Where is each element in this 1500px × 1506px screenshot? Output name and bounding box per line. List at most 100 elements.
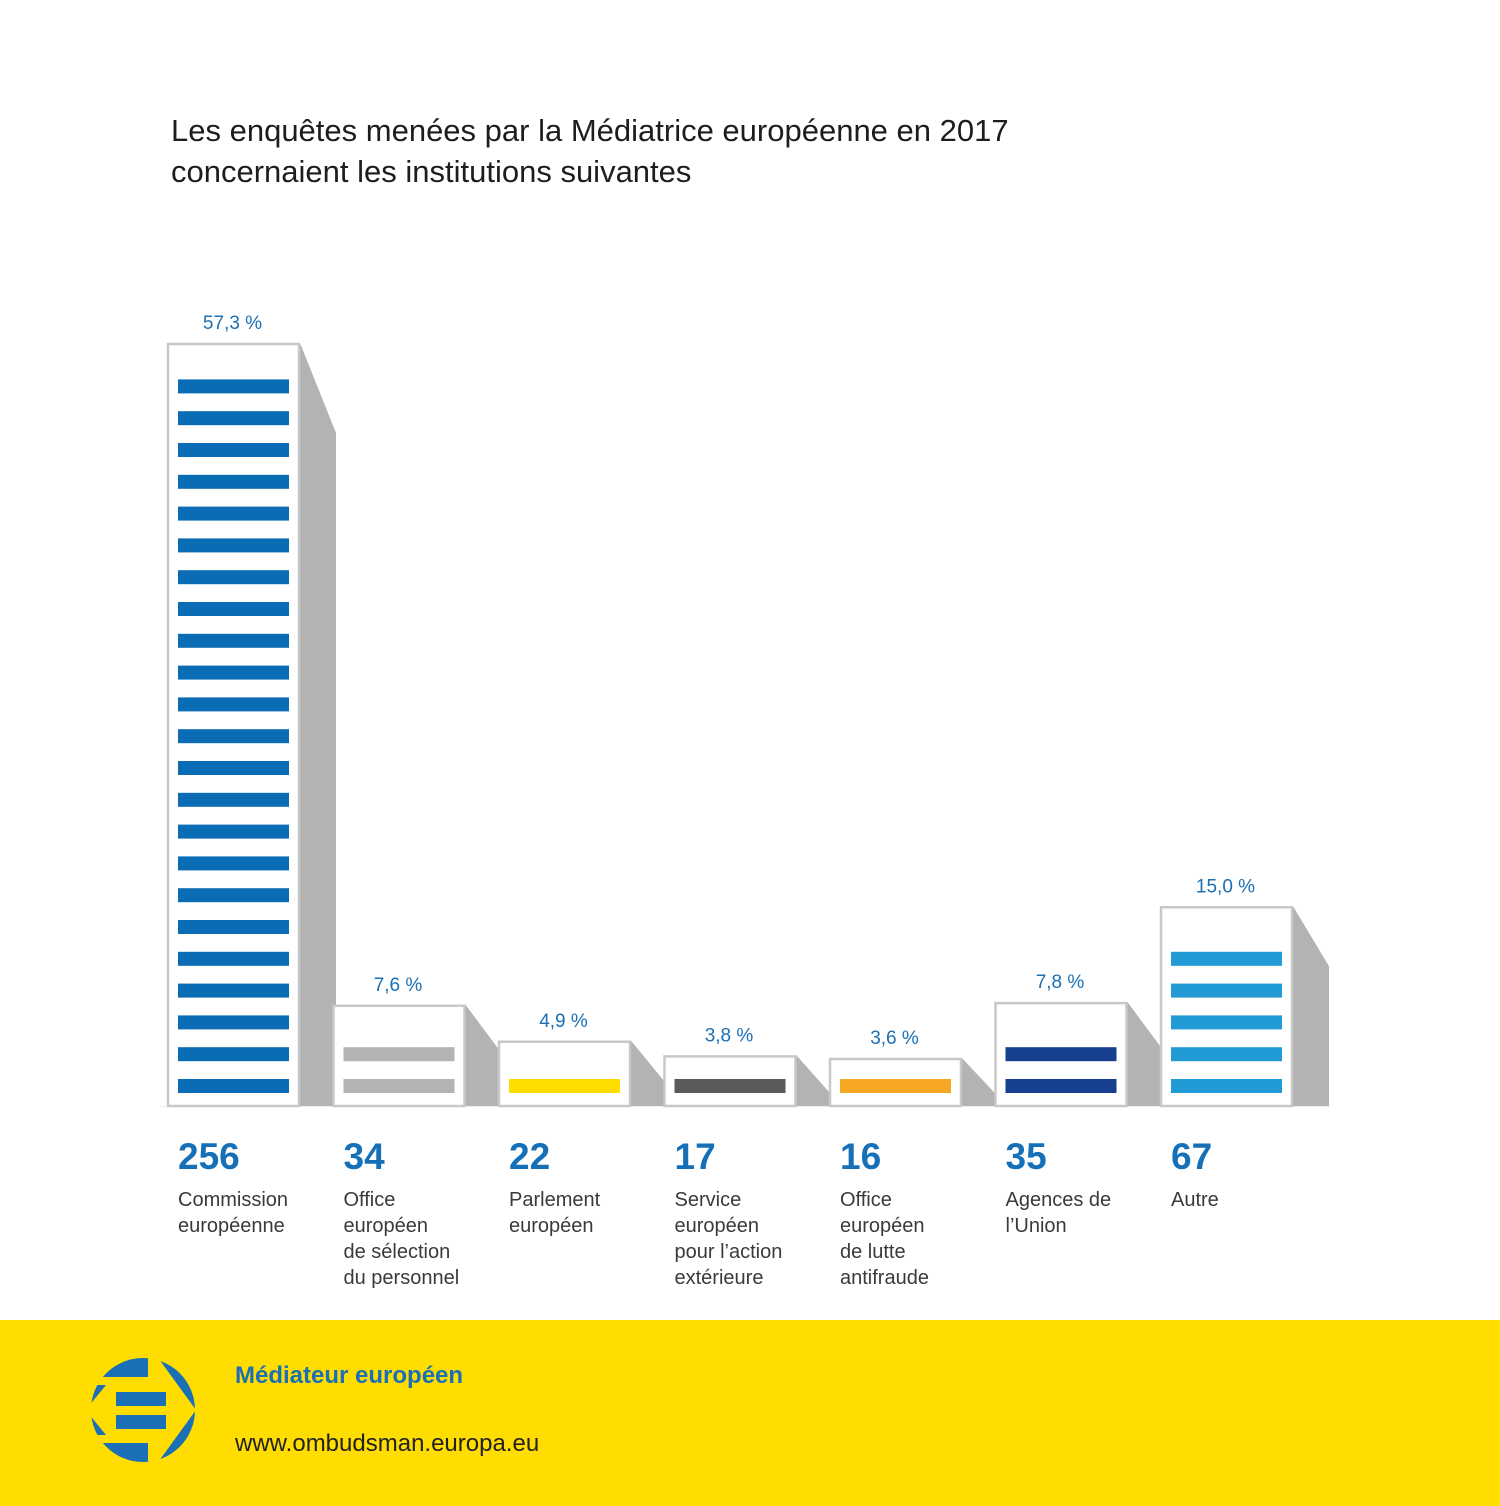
category-label-line: européen <box>509 1215 594 1237</box>
bar-percent-label: 3,8 % <box>705 1025 754 1046</box>
category-label-line: Commission <box>178 1189 289 1211</box>
category-label: Office européen de sélection du personnel <box>344 1187 460 1291</box>
bar-window-stripe <box>178 1047 289 1062</box>
category-label: Agences de l’Union <box>1006 1187 1112 1239</box>
bar-count-label: 256 <box>178 1136 240 1177</box>
bar-window-stripe <box>178 888 289 903</box>
bar <box>497 1040 632 1108</box>
bar-group <box>332 1004 502 1108</box>
bar-window-stripe <box>1171 951 1282 966</box>
bar-window-stripe <box>178 443 289 457</box>
category-label-line: Parlement <box>509 1189 601 1211</box>
bar-group <box>994 1001 1164 1108</box>
bar-percent-label: 15,0 % <box>1196 876 1255 897</box>
bar-count-label: 17 <box>674 1136 716 1177</box>
bar-group <box>1159 906 1329 1108</box>
footer-website-link[interactable]: www.ombudsman.europa.eu <box>235 1430 540 1457</box>
bar-window-stripe <box>178 1079 289 1093</box>
bar-window-stripe <box>1171 983 1282 998</box>
bar-chart: 57,3 % 7,6 % 4,9 % 3,8 % 3,6 % 7,8 % 15,0 % <box>160 313 1330 1108</box>
category-label-line: européenne <box>178 1215 285 1237</box>
bar-window-stripe <box>178 697 289 712</box>
bar-window-stripe <box>178 602 289 616</box>
category-label: Office européen de lutte antifraude <box>840 1187 929 1291</box>
bar-shadow <box>300 343 336 1106</box>
category-label: Parlement européen <box>509 1187 600 1239</box>
category-label-line: du personnel <box>343 1267 460 1289</box>
bar-percent-label: 7,8 % <box>1036 972 1085 993</box>
bar-count-label: 67 <box>1171 1136 1213 1177</box>
bar-percent-label: 57,3 % <box>203 313 262 334</box>
bar-window-stripe <box>178 856 289 871</box>
category-label-line: de lutte <box>840 1241 906 1263</box>
bar-percent-label: 4,9 % <box>539 1011 588 1032</box>
bar-window-stripe <box>1171 1079 1282 1093</box>
bar-window-stripe <box>343 1079 455 1093</box>
bar-window-stripe <box>178 983 289 998</box>
bar-window-stripe <box>178 951 289 966</box>
bar-window-stripe <box>178 792 289 807</box>
category-label-line: Office <box>343 1189 396 1211</box>
bar-window-stripe <box>178 824 289 839</box>
category-label-line: européen <box>343 1215 429 1237</box>
bar-window-stripe <box>178 665 289 680</box>
footer: Médiateur européen www.ombudsman.europa.… <box>0 1320 1500 1506</box>
bar-window-stripe <box>178 729 289 744</box>
category-label-line: européen <box>840 1215 925 1237</box>
bar-window-stripe <box>178 570 289 585</box>
bar-shadow <box>962 1058 998 1106</box>
bar-count-label: 16 <box>840 1136 882 1177</box>
bar-window-stripe <box>178 633 289 648</box>
footer-organization-name: Médiateur européen <box>235 1362 464 1389</box>
bar-window-stripe <box>509 1079 620 1093</box>
chart-title-line1: Les enquêtes menées par la Médiatrice eu… <box>171 113 1009 148</box>
bar-window-stripe <box>178 1015 289 1030</box>
bar-percent-label: 7,6 % <box>374 975 423 996</box>
category-label-line: de sélection <box>343 1241 451 1263</box>
bar-shadow <box>631 1040 667 1106</box>
category-label: Commission européenne <box>178 1187 288 1239</box>
bar-group <box>166 342 336 1108</box>
category-label-line: Office <box>840 1189 892 1211</box>
european-ombudsman-logo-icon <box>91 1358 195 1462</box>
bar <box>166 342 301 1108</box>
bar-window-stripe <box>840 1079 951 1093</box>
bar-window-stripe <box>1005 1047 1117 1062</box>
bar-window-stripe <box>1171 1047 1282 1062</box>
category-label-line: pour l’action <box>674 1241 783 1263</box>
chart-title-line2: concernaient les institutions suivantes <box>171 154 692 189</box>
bar-shadow <box>1127 1002 1164 1106</box>
chart-title: Les enquêtes menées par la Médiatrice eu… <box>171 110 1009 192</box>
bar-group <box>497 1040 667 1108</box>
category-label-line: Service <box>674 1189 742 1211</box>
bar-window-stripe <box>178 474 289 489</box>
bar-window-stripe <box>674 1079 786 1093</box>
category-label: Service européen pour l’action extérieure <box>675 1187 783 1291</box>
bar-window-stripe <box>178 761 289 775</box>
bar-count-label: 34 <box>343 1136 385 1177</box>
bar <box>1159 906 1294 1108</box>
category-label-line: extérieure <box>674 1267 764 1289</box>
bar-shadow <box>465 1004 502 1106</box>
bar-percent-label: 3,6 % <box>870 1028 919 1049</box>
bar-group <box>828 1057 998 1108</box>
category-label-line: européen <box>674 1215 760 1237</box>
bar-window-stripe <box>178 379 289 394</box>
bar-window-stripe <box>178 538 289 553</box>
category-label: Autre <box>1171 1187 1219 1213</box>
category-label-line: Autre <box>1171 1189 1219 1211</box>
bar-window-stripe <box>178 506 289 521</box>
bar-window-stripe <box>343 1047 455 1062</box>
bar-window-stripe <box>178 920 289 934</box>
bar-window-stripe <box>1005 1079 1117 1093</box>
category-label-line: antifraude <box>840 1267 929 1289</box>
bar-shadow <box>1293 906 1329 1106</box>
bar-shadow <box>796 1055 833 1106</box>
category-label-line: Agences de <box>1005 1189 1112 1211</box>
bar-count-label: 22 <box>509 1136 551 1177</box>
bar-count-label: 35 <box>1005 1136 1047 1177</box>
category-label-line: l’Union <box>1005 1215 1067 1237</box>
bar-window-stripe <box>1171 1015 1282 1030</box>
bar-group <box>663 1055 833 1108</box>
bar-window-stripe <box>178 411 289 426</box>
